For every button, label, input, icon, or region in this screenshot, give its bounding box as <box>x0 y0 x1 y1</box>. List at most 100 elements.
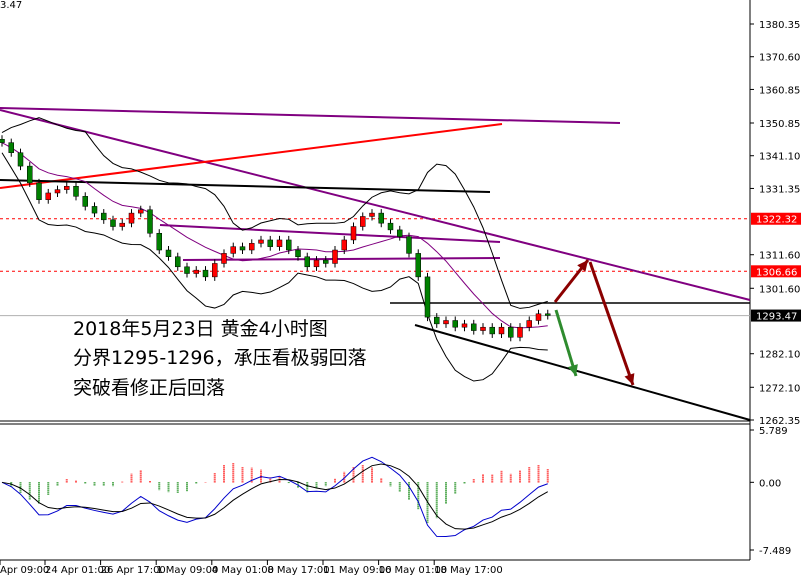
candle <box>350 226 357 241</box>
candle <box>156 232 162 251</box>
annotation-title: 2018年5月23日 黄金4小时图 <box>73 318 328 340</box>
candle <box>517 326 523 338</box>
candle <box>175 256 181 268</box>
time-tick-label: 26 Apr 17:00 <box>101 565 166 576</box>
symbol-price-partial: 3.47 <box>0 0 22 11</box>
time-tick-label: 18 May 17:00 <box>434 565 503 576</box>
candle <box>424 276 431 318</box>
candle <box>397 229 403 237</box>
annotation-line-2: 分界1295-1296，承压看极弱回落 <box>73 347 367 369</box>
candle <box>267 239 273 247</box>
arrow-down-short-head <box>567 364 578 376</box>
candle <box>138 209 144 214</box>
bollinger-upper <box>1 117 548 309</box>
candle <box>452 320 458 328</box>
candle <box>369 212 375 217</box>
price-label-bg <box>751 309 801 322</box>
candle <box>128 212 135 224</box>
time-tick-label: 1 May 09:00 <box>156 565 218 576</box>
candle <box>82 196 88 207</box>
candle <box>378 212 384 224</box>
candle <box>526 320 532 328</box>
candle <box>110 219 116 227</box>
candle <box>91 206 98 214</box>
macd-tick-label: 5.789 <box>759 426 788 437</box>
candle <box>498 326 505 335</box>
candle <box>64 186 70 190</box>
candle <box>387 222 394 231</box>
candle <box>193 269 199 274</box>
candle <box>480 326 486 331</box>
candle <box>54 189 61 194</box>
time-tick-label: 16 May 01:00 <box>379 565 448 576</box>
candle <box>323 259 329 264</box>
price-label: 1293.47 <box>756 312 797 323</box>
annotation-line-3: 突破看修正后回落 <box>73 377 226 399</box>
price-label-bg <box>751 265 801 278</box>
arrow-down-long-head <box>624 373 635 385</box>
candle <box>119 222 125 227</box>
candle <box>406 236 412 254</box>
price-tick-label: 1341.10 <box>759 152 800 163</box>
price-label-bg <box>751 212 801 225</box>
price-label: 1322.32 <box>756 215 797 226</box>
price-tick-label: 1301.60 <box>759 284 800 295</box>
trendline-descending <box>0 109 751 301</box>
candle <box>17 152 24 167</box>
candle <box>415 253 421 278</box>
candle <box>461 323 468 328</box>
candle <box>332 249 338 264</box>
trendline-red <box>0 123 503 189</box>
time-tick-label: 4 May 01:00 <box>212 565 274 576</box>
candle <box>313 259 320 268</box>
candle <box>434 316 440 325</box>
candle <box>360 216 366 227</box>
price-tick-label: 1282.10 <box>759 350 800 361</box>
price-tick-label: 1370.60 <box>759 53 800 64</box>
candle <box>341 239 347 251</box>
moving-average <box>1 142 548 329</box>
candle <box>212 263 218 278</box>
candle <box>45 192 51 200</box>
arrow-down-long <box>588 261 635 386</box>
price-tick-label: 1331.35 <box>759 184 800 195</box>
candle <box>73 186 79 197</box>
time-tick-label: 11 May 09:00 <box>323 565 392 576</box>
candle <box>202 269 209 278</box>
macd-line <box>1 456 548 538</box>
trendline-top <box>0 107 621 124</box>
candle <box>258 239 264 244</box>
macd-tick-label: 0.00 <box>759 478 781 489</box>
price-tick-label: 1311.60 <box>759 251 800 262</box>
candle <box>286 239 292 251</box>
time-tick-label: Apr 09:00 <box>0 565 49 576</box>
candle <box>545 313 551 316</box>
price-tick-label: 1262.35 <box>759 416 800 427</box>
signal-line <box>1 463 548 530</box>
price-label: 1306.66 <box>756 267 797 278</box>
arrow-up-head <box>577 260 588 272</box>
candle <box>276 239 283 247</box>
bollinger-lower <box>1 152 548 382</box>
candle <box>471 323 477 331</box>
support-line <box>414 324 751 421</box>
candle <box>101 212 107 221</box>
candle <box>27 165 33 184</box>
candle <box>221 253 227 264</box>
candle <box>239 246 246 251</box>
candle <box>535 313 542 321</box>
candle <box>230 246 236 254</box>
candle <box>489 326 495 335</box>
candle <box>249 243 255 251</box>
candle <box>184 266 190 274</box>
price-tick-label: 1360.85 <box>759 85 800 96</box>
candle <box>36 182 42 200</box>
channel-upper <box>159 224 501 243</box>
candle <box>147 209 153 234</box>
price-tick-label: 1272.10 <box>759 383 800 394</box>
candle <box>443 320 449 325</box>
time-tick-label: 8 May 17:00 <box>267 565 329 576</box>
candle <box>304 256 310 268</box>
